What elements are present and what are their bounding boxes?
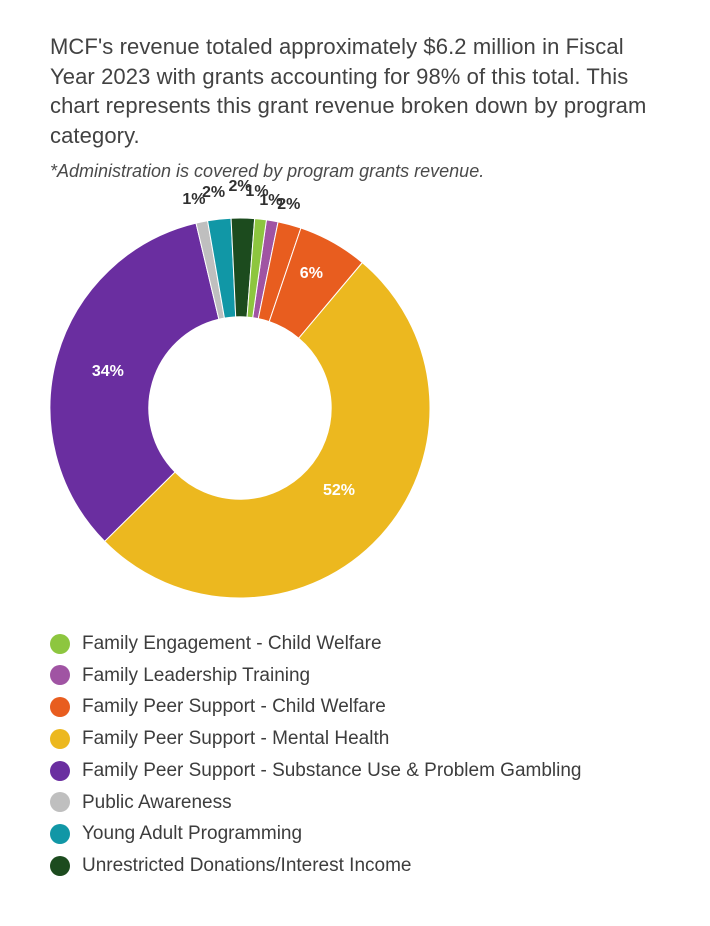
revenue-donut-chart: 1%2%6%52%34%1%2%2%1% <box>50 218 430 598</box>
legend-item: Family Engagement - Child Welfare <box>50 632 660 656</box>
pct-label: 34% <box>92 363 124 381</box>
legend-label: Family Peer Support - Mental Health <box>82 727 389 751</box>
legend-swatch <box>50 665 70 685</box>
legend-item: Public Awareness <box>50 791 660 815</box>
pct-label: 2% <box>277 196 300 214</box>
legend-label: Family Peer Support - Substance Use & Pr… <box>82 759 582 783</box>
legend-item: Family Peer Support - Child Welfare <box>50 695 660 719</box>
chart-legend: Family Engagement - Child Welfare Family … <box>50 632 660 878</box>
legend-item: Young Adult Programming <box>50 822 660 846</box>
legend-item: Family Peer Support - Substance Use & Pr… <box>50 759 660 783</box>
legend-label: Unrestricted Donations/Interest Income <box>82 854 412 878</box>
legend-swatch <box>50 856 70 876</box>
legend-swatch <box>50 824 70 844</box>
legend-label: Family Engagement - Child Welfare <box>82 632 382 656</box>
footnote: *Administration is covered by program gr… <box>50 161 660 182</box>
page: MCF's revenue totaled approximately $6.2… <box>0 0 710 926</box>
legend-item: Unrestricted Donations/Interest Income <box>50 854 660 878</box>
legend-item: Family Peer Support - Mental Health <box>50 727 660 751</box>
pct-label: 6% <box>300 265 323 283</box>
legend-item: Family Leadership Training <box>50 664 660 688</box>
pct-label: 1% <box>245 183 268 201</box>
donut-chart-svg <box>50 218 430 598</box>
legend-swatch <box>50 697 70 717</box>
legend-swatch <box>50 729 70 749</box>
legend-label: Family Peer Support - Child Welfare <box>82 695 386 719</box>
legend-swatch <box>50 761 70 781</box>
legend-label: Family Leadership Training <box>82 664 310 688</box>
legend-swatch <box>50 634 70 654</box>
pct-label: 2% <box>202 184 225 202</box>
intro-paragraph: MCF's revenue totaled approximately $6.2… <box>50 32 660 151</box>
pct-label: 52% <box>323 482 355 500</box>
legend-label: Young Adult Programming <box>82 822 302 846</box>
legend-label: Public Awareness <box>82 791 232 815</box>
legend-swatch <box>50 792 70 812</box>
donut-hole <box>149 317 331 499</box>
